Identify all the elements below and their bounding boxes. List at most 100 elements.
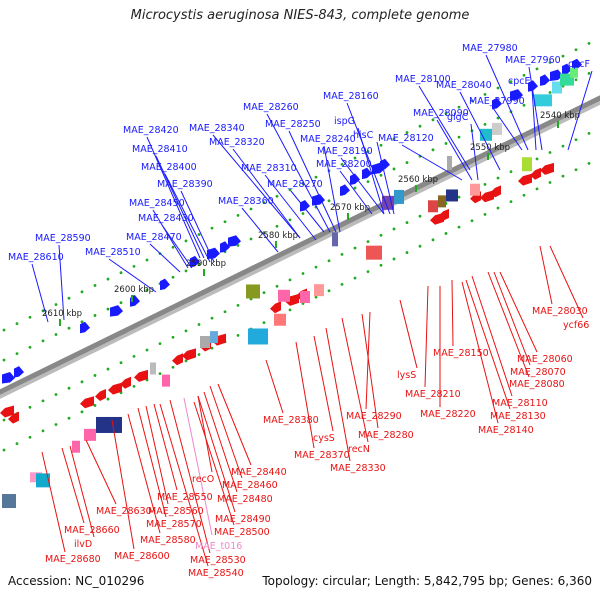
track-dot: [41, 399, 45, 403]
forward-gene-label: MAE_28040: [436, 80, 492, 91]
reverse-label-leader: [465, 279, 511, 410]
reverse-label-leader: [365, 311, 371, 410]
forward-gene-label: MAE_28590: [35, 233, 91, 244]
track-dot: [210, 346, 214, 350]
track-dot: [314, 295, 318, 299]
track-dot: [2, 448, 6, 452]
forward-gene-label: MAE_28390: [157, 179, 213, 190]
forward-label-leader: [436, 119, 473, 181]
forward-gene-label: cpcE: [508, 76, 530, 87]
feature-block: [447, 155, 452, 170]
track-dot: [574, 138, 578, 142]
track-dot: [106, 367, 110, 371]
reverse-label-leader: [325, 327, 351, 462]
reverse-gene-label: MAE_28550: [157, 492, 213, 503]
track-dot: [197, 323, 201, 326]
reverse-label-leader: [341, 317, 369, 443]
track-dot: [184, 359, 188, 363]
reverse-gene-arrow: [438, 208, 449, 221]
forward-label-leader: [492, 107, 523, 151]
track-dot: [132, 354, 136, 358]
rna-gene-label: MAE_t016: [195, 541, 242, 552]
forward-label-leader: [531, 87, 537, 151]
reverse-gene-label: MAE_28630: [96, 506, 152, 517]
forward-gene-arrow: [340, 184, 350, 196]
backbone-shadow: [0, 97, 600, 399]
tick-label: 2600 kbp: [114, 285, 154, 295]
reverse-label-leader: [61, 447, 85, 524]
track-dot: [366, 180, 370, 184]
forward-gene-label: glgC: [447, 112, 469, 123]
track-dot: [275, 284, 279, 288]
forward-label-leader: [264, 174, 317, 241]
reverse-label-leader: [153, 403, 178, 491]
track-dot: [509, 80, 513, 84]
reverse-gene-arrow: [108, 382, 122, 395]
track-dot: [431, 148, 435, 152]
forward-gene-label: MAE_28240: [300, 134, 356, 145]
track-dot: [301, 212, 305, 215]
reverse-gene-arrow: [0, 405, 14, 418]
reverse-gene-label: ycf66: [563, 320, 589, 331]
track-dot: [41, 339, 45, 343]
track-dot: [145, 288, 149, 292]
track-dot: [145, 258, 149, 262]
track-dot: [197, 353, 201, 356]
track-dot: [548, 61, 552, 64]
tick-label: 2540 kbp: [540, 111, 580, 121]
feature-block: [36, 473, 50, 488]
track-dot: [496, 176, 500, 180]
forward-gene-arrow: [207, 247, 220, 260]
tick-label: 2580 kbp: [258, 231, 298, 241]
track-dot: [379, 173, 383, 177]
track-dot: [522, 193, 526, 197]
forward-gene-label: MAE_28320: [209, 137, 265, 148]
reverse-gene-arrow: [490, 185, 501, 198]
track-dot: [379, 233, 383, 237]
track-dot: [93, 404, 97, 407]
tick-label: 2570 kbp: [330, 203, 370, 213]
forward-label-leader: [459, 91, 501, 171]
track-dot: [210, 316, 214, 320]
track-dot: [366, 270, 370, 274]
feature-block: [150, 362, 156, 375]
reverse-gene-label: MAE_28080: [509, 379, 565, 390]
forward-label-leader: [376, 141, 395, 215]
reverse-gene-arrow: [134, 369, 148, 382]
reverse-gene-label: MAE_28330: [330, 463, 386, 474]
feature-block: [552, 81, 562, 94]
reverse-gene-arrow: [120, 376, 131, 389]
forward-label-leader: [212, 134, 301, 239]
forward-gene-arrow: [220, 241, 230, 253]
track-dot: [171, 275, 175, 279]
rna-label-leader: [183, 397, 213, 536]
track-dot: [340, 283, 344, 286]
reverse-gene-arrow: [540, 162, 554, 175]
reverse-gene-label: MAE_28460: [222, 480, 278, 491]
forward-gene-label: ispG: [334, 116, 355, 127]
track-dot: [457, 225, 461, 229]
track-dot: [54, 393, 58, 396]
track-dot: [483, 92, 487, 96]
track-dot: [353, 246, 357, 250]
dotted-track-layer: [2, 41, 591, 452]
track-dot: [67, 386, 71, 390]
track-dot: [80, 410, 84, 414]
track-dot: [171, 335, 175, 339]
forward-label-leader: [470, 123, 479, 181]
track-dot: [54, 423, 58, 426]
feature-block: [534, 94, 552, 107]
accession-label: Accession: NC_010296: [8, 574, 145, 588]
reverse-label-leader: [69, 445, 95, 538]
track-dot: [249, 237, 253, 241]
feature-block: [332, 232, 338, 247]
track-dot: [548, 91, 552, 94]
map-title: Microcystis aeruginosa NIES-843, complet…: [130, 8, 470, 23]
feature-layer: [0, 58, 582, 509]
track-dot: [158, 342, 162, 345]
track-dot: [431, 118, 435, 122]
forward-gene-label: MAE_28450: [129, 198, 185, 209]
track-dot: [54, 303, 58, 306]
forward-gene-arrow: [300, 200, 310, 212]
